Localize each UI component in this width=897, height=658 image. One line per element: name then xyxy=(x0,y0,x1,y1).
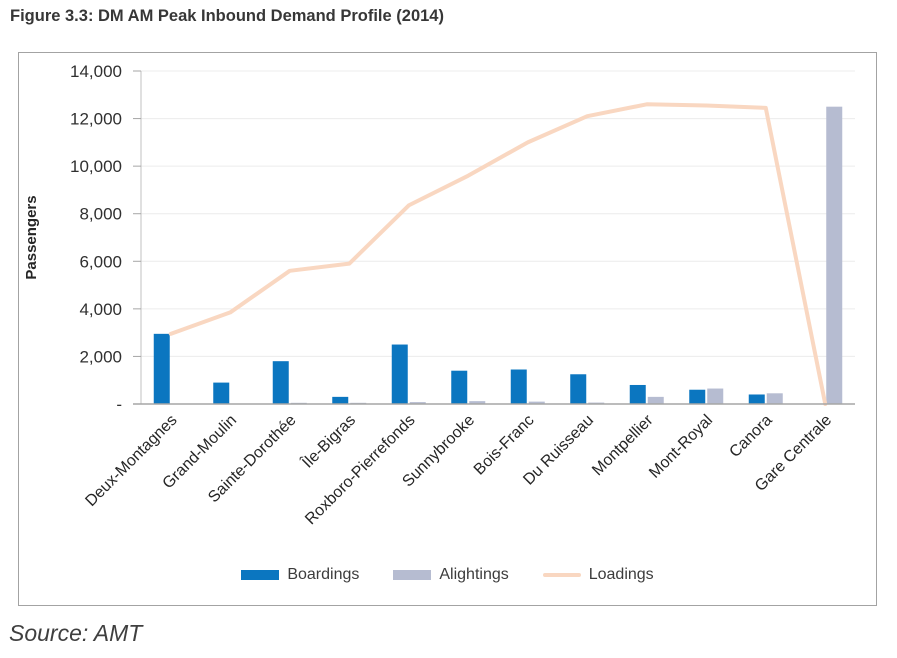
bar-alightings-6 xyxy=(528,401,545,404)
legend-item-boardings: Boardings xyxy=(241,566,359,584)
bar-boardings-6 xyxy=(510,369,527,404)
source-note: Source: AMT xyxy=(9,620,143,646)
y-tick-label: 14,000 xyxy=(70,62,122,81)
y-tick-label: 12,000 xyxy=(70,110,122,129)
bar-boardings-4 xyxy=(391,344,408,404)
legend-label-boardings: Boardings xyxy=(287,566,360,583)
y-tick-label: 4,000 xyxy=(79,300,122,319)
legend-label-loadings: Loadings xyxy=(588,566,654,583)
bar-boardings-5 xyxy=(451,370,468,404)
bar-boardings-10 xyxy=(748,394,765,404)
bar-boardings-2 xyxy=(272,361,289,404)
y-tick-label: 8,000 xyxy=(79,205,122,224)
legend-item-alightings: Alightings xyxy=(393,566,509,584)
x-tick-label-0: Deux-Montagnes xyxy=(82,412,180,510)
bar-boardings-3 xyxy=(332,396,349,404)
x-tick-label-10: Canora xyxy=(726,412,775,461)
chart-canvas: - 2,000 4,000 6,000 8,000 10,000 12,000 14,000 P… xyxy=(23,62,855,528)
loadings-swatch-icon xyxy=(542,573,581,577)
bar-boardings-7 xyxy=(570,374,587,404)
bar-boardings-8 xyxy=(629,384,646,404)
x-tick-label-4: Roxboro-Pierrefonds xyxy=(302,412,418,528)
x-tick-label-3: Île-Bigras xyxy=(297,410,359,472)
y-tick-label: - xyxy=(116,395,122,414)
bar-alightings-11 xyxy=(826,106,843,404)
bar-boardings-0 xyxy=(153,333,170,404)
bar-alightings-9 xyxy=(707,388,724,404)
loadings-line xyxy=(168,102,828,406)
chart-container: - 2,000 4,000 6,000 8,000 10,000 12,000 14,000 P… xyxy=(18,52,877,606)
y-tick-label: 10,000 xyxy=(70,157,122,176)
bar-alightings-8 xyxy=(647,396,664,404)
bar-alightings-4 xyxy=(409,402,426,404)
y-tick-label: 2,000 xyxy=(79,347,122,366)
bar-boardings-1 xyxy=(213,382,230,404)
alightings-swatch-icon xyxy=(393,570,432,580)
x-tick-label-9: Mont-Royal xyxy=(646,412,716,482)
y-axis-title: Passengers xyxy=(23,195,40,279)
bar-alightings-5 xyxy=(469,401,486,404)
y-tick-label: 6,000 xyxy=(79,252,122,271)
bar-alightings-10 xyxy=(766,393,783,404)
bar-boardings-9 xyxy=(689,389,706,404)
chart-legend: Boardings Alightings Loadings xyxy=(19,563,876,587)
legend-label-alightings: Alightings xyxy=(439,566,509,583)
legend-item-loadings: Loadings xyxy=(542,566,654,584)
boardings-swatch-icon xyxy=(241,570,280,580)
figure-title: Figure 3.3: DM AM Peak Inbound Demand Pr… xyxy=(10,7,444,25)
